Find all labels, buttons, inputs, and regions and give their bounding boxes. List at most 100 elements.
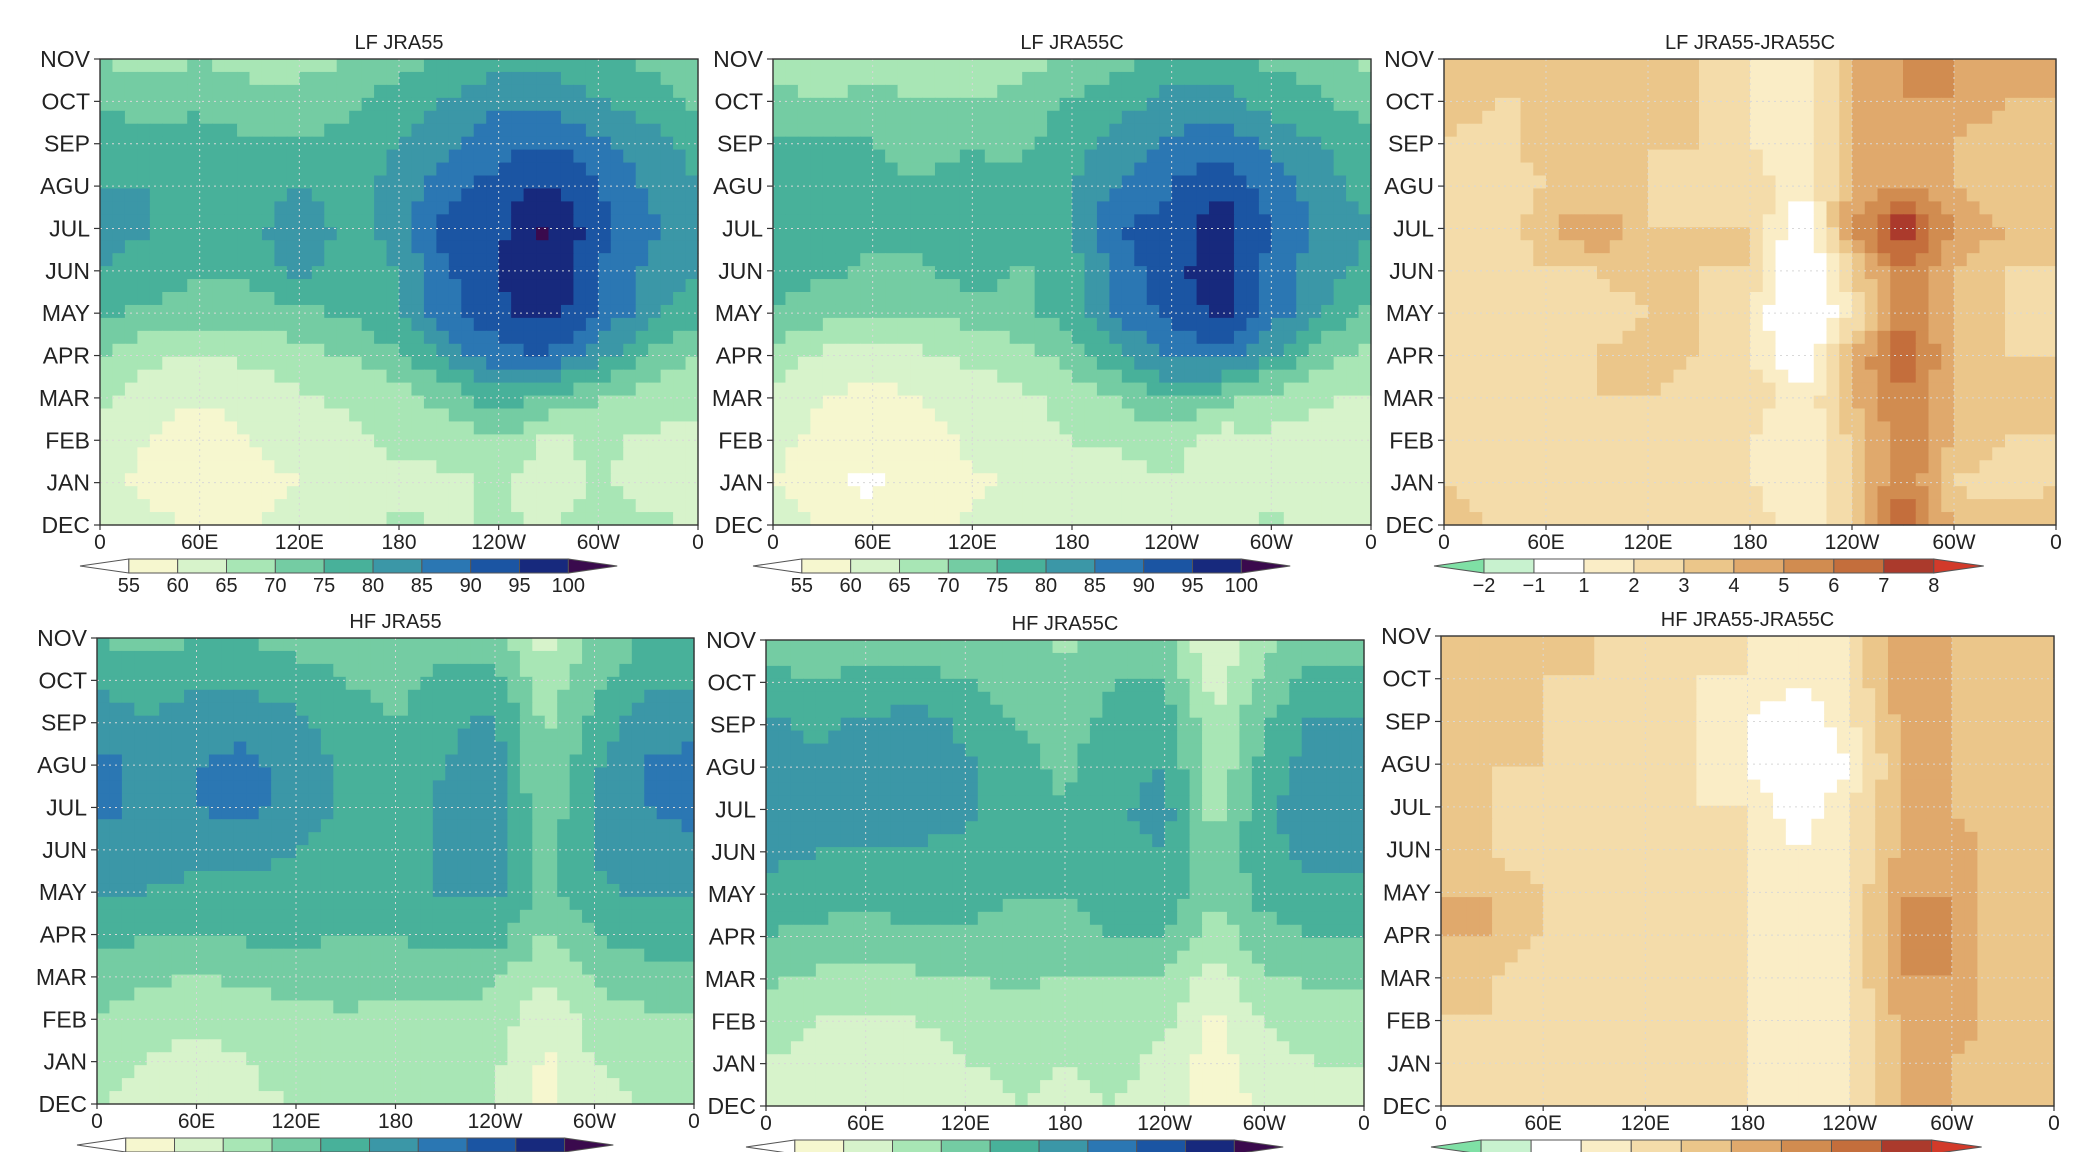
heatmap-cell (149, 447, 163, 461)
heatmap-cell (349, 343, 363, 358)
heatmap-cell (660, 447, 674, 461)
heatmap-cell (187, 214, 201, 228)
heatmap-cell (623, 214, 637, 228)
heatmap-cell (972, 408, 986, 423)
heatmap-cell (2017, 110, 2032, 125)
heatmap-cell (1469, 214, 1483, 228)
heatmap-cell (1648, 292, 1662, 306)
heatmap-cell (1246, 356, 1260, 371)
heatmap-cell (1296, 486, 1310, 500)
heatmap-cell (1009, 408, 1023, 423)
heatmap-cell (1283, 266, 1297, 280)
heatmap-cell (286, 330, 300, 345)
heatmap-cell (436, 292, 450, 306)
heatmap-cell (100, 292, 114, 306)
heatmap-cell (1507, 162, 1522, 177)
heatmap-cell (1233, 149, 1248, 164)
heatmap-cell (1839, 201, 1853, 215)
heatmap-cell (1221, 473, 1235, 487)
heatmap-cell (1271, 201, 1285, 215)
heatmap-cell (523, 343, 537, 358)
heatmap-cell (673, 201, 687, 215)
heatmap-cell (2017, 84, 2032, 99)
heatmap-cell (922, 395, 936, 410)
heatmap-cell (1358, 123, 1372, 138)
heatmap-cell (1928, 330, 1942, 345)
heatmap-cell (1121, 253, 1135, 267)
heatmap-cell (1233, 369, 1248, 384)
heatmap-cell (560, 162, 575, 177)
heatmap-cell (498, 304, 512, 319)
heatmap-cell (1928, 382, 1942, 397)
heatmap-cell (1333, 395, 1347, 410)
heatmap-cell (1146, 421, 1160, 435)
heatmap-cell (1059, 304, 1073, 319)
heatmap-cell (112, 395, 126, 410)
heatmap-cell (1597, 304, 1611, 319)
heatmap-cell (773, 460, 787, 474)
heatmap-cell (374, 110, 388, 125)
heatmap-cell (1258, 292, 1272, 306)
heatmap-cell (1258, 473, 1272, 487)
heatmap-cell (486, 162, 500, 177)
heatmap-cell (1271, 149, 1285, 164)
heatmap-cell (635, 266, 649, 280)
heatmap-cell (237, 499, 251, 513)
heatmap-cell (1915, 356, 1930, 371)
heatmap-cell (2030, 227, 2044, 241)
heatmap-cell (1903, 227, 1917, 241)
heatmap-cell (124, 279, 138, 293)
heatmap-cell (623, 330, 637, 345)
heatmap-cell (1954, 356, 1968, 371)
heatmap-cell (149, 434, 163, 448)
heatmap-cell (623, 304, 637, 319)
heatmap-cell (2030, 188, 2044, 202)
heatmap-cell (1711, 227, 1726, 241)
heatmap-cell (1358, 110, 1372, 125)
heatmap-cell (773, 499, 787, 513)
heatmap-cell (1724, 149, 1738, 164)
heatmap-cell (1941, 330, 1955, 345)
heatmap-cell (1915, 214, 1930, 228)
heatmap-cell (835, 434, 849, 448)
heatmap-cell (1877, 84, 1891, 99)
heatmap-cell (2030, 253, 2044, 267)
heatmap-cell (2043, 71, 2057, 86)
heatmap-cell (224, 421, 238, 435)
heatmap-cell (1597, 382, 1611, 397)
heatmap-cell (336, 279, 350, 293)
heatmap-cell (399, 369, 413, 384)
heatmap-cell (673, 460, 687, 474)
heatmap-cell (100, 356, 114, 371)
heatmap-cell (773, 473, 787, 487)
heatmap-cell (1358, 149, 1372, 164)
heatmap-cell (112, 473, 126, 487)
heatmap-cell (498, 356, 512, 371)
heatmap-cell (835, 59, 849, 73)
heatmap-cell (947, 460, 961, 474)
heatmap-cell (984, 421, 998, 435)
heatmap-cell (100, 110, 114, 125)
heatmap-cell (947, 214, 961, 228)
heatmap-cell (1196, 343, 1210, 358)
heatmap-cell (411, 253, 425, 267)
heatmap-cell (1321, 499, 1335, 513)
heatmap-cell (1358, 162, 1372, 177)
heatmap-cell (1558, 304, 1573, 319)
heatmap-cell (2043, 369, 2057, 384)
heatmap-cell (274, 473, 288, 487)
heatmap-cell (149, 304, 163, 319)
heatmap-cell (1034, 330, 1048, 345)
heatmap-cell (1258, 162, 1272, 177)
heatmap-cell (1762, 304, 1777, 319)
heatmap-cell (1258, 304, 1272, 319)
heatmap-cell (2005, 162, 2019, 177)
heatmap-cell (635, 292, 649, 306)
heatmap-cell (349, 382, 363, 397)
heatmap-cell (361, 317, 375, 332)
heatmap-cell (1890, 110, 1904, 125)
heatmap-cell (1609, 188, 1624, 202)
heatmap-cell (124, 317, 138, 332)
heatmap-cell (1444, 369, 1458, 384)
heatmap-cell (1258, 421, 1272, 435)
